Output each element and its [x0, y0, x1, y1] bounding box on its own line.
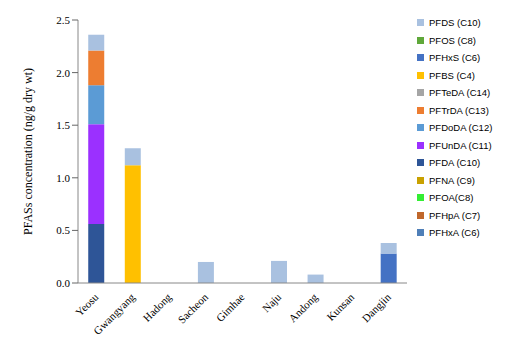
- html-text:PFHxA (C6): PFHxA (C6): [429, 227, 480, 238]
- html-text:PFHxS (C6): PFHxS (C6): [429, 52, 481, 63]
- svg-text:0.0: 0.0: [56, 277, 70, 289]
- svg-text:Dangjin: Dangjin: [359, 290, 393, 324]
- html-text:PFUnDA (C11): PFUnDA (C11): [429, 139, 492, 151]
- html-text:PFOS (C8): PFOS (C8): [429, 34, 476, 46]
- svg-text:Yeosu: Yeosu: [73, 290, 101, 318]
- html-text:PFHpA (C7): PFHpA (C7): [429, 209, 481, 221]
- html-text:PFTrDA (C13): PFTrDA (C13): [429, 104, 489, 116]
- html-text:PFDA (C10): PFDA (C10): [429, 157, 481, 168]
- svg-text:Naju: Naju: [260, 290, 284, 314]
- html-text:PFNA (C9): PFNA (C9): [429, 174, 475, 186]
- svg-text:2.5: 2.5: [56, 14, 70, 26]
- html-text:PFDoDA (C12): PFDoDA (C12): [429, 122, 493, 133]
- svg-text:Kunsan: Kunsan: [324, 290, 357, 323]
- html-text:PFDS (C10): PFDS (C10): [429, 17, 481, 28]
- svg-text:Gwangyang: Gwangyang: [91, 290, 137, 336]
- svg-text:1.5: 1.5: [56, 119, 70, 131]
- html-text:PFTeDA (C14): PFTeDA (C14): [429, 87, 491, 98]
- html-text:PFBS (C4): PFBS (C4): [429, 69, 475, 81]
- html-text:PFOA(C8): PFOA(C8): [429, 192, 474, 203]
- svg-text:0.5: 0.5: [56, 224, 70, 236]
- svg-text:1.0: 1.0: [56, 172, 70, 184]
- svg-text:2.0: 2.0: [56, 67, 70, 79]
- svg-text:Sacheon: Sacheon: [175, 290, 210, 325]
- svg-text:Andong: Andong: [286, 290, 320, 324]
- svg-text:Hadong: Hadong: [141, 290, 174, 323]
- svg-text:Gimhae: Gimhae: [214, 291, 247, 324]
- svg-text:PFASs concentration (ng/g dry: PFASs concentration (ng/g dry wt): [21, 68, 35, 235]
